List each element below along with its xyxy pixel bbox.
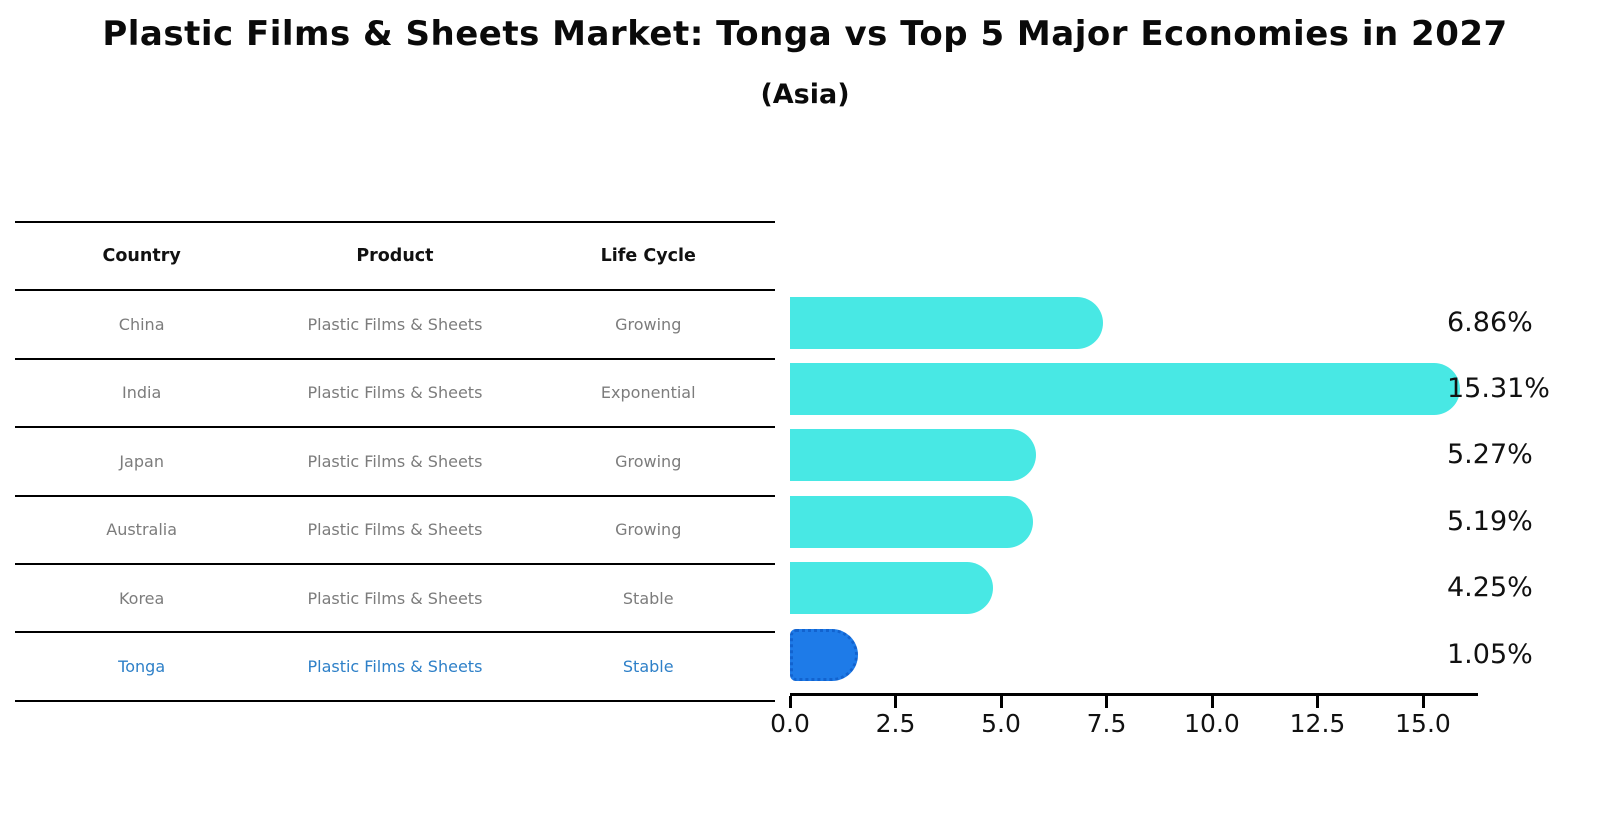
bar: [790, 562, 994, 615]
x-axis-tick: [1316, 696, 1319, 708]
table-row: China Plastic Films & Sheets Growing: [15, 291, 775, 360]
life-cycle-cell: Stable: [622, 588, 674, 608]
x-axis-line: [790, 693, 1478, 696]
table-row: Tonga Plastic Films & Sheets Stable: [15, 633, 775, 702]
chart-title: Plastic Films & Sheets Market: Tonga vs …: [102, 14, 1508, 54]
x-axis-tick-label: 2.5: [875, 709, 916, 738]
bar-value-label: 5.27%: [1447, 439, 1533, 471]
life-cycle-cell: Growing: [615, 520, 682, 540]
bar: [790, 296, 1104, 349]
x-axis-tick-label: 7.5: [1086, 709, 1127, 738]
life-cycle-cell: Stable: [622, 657, 674, 677]
x-axis-tick-label: 0.0: [770, 709, 810, 738]
country-cell: Australia: [106, 520, 178, 540]
x-axis-tick: [1421, 696, 1425, 708]
bar: [790, 495, 1034, 548]
x-axis-tick-label: 10.0: [1184, 709, 1240, 738]
country-cell: China: [118, 315, 165, 335]
table-row: India Plastic Films & Sheets Exponential: [15, 360, 775, 429]
x-axis-tick-label: 15.0: [1395, 709, 1451, 738]
x-axis-tick-label: 12.5: [1289, 709, 1346, 738]
bar-value-label: 15.31%: [1447, 373, 1550, 405]
bar-value-label: 6.86%: [1447, 306, 1533, 338]
bar-value-label: 1.05%: [1447, 638, 1533, 670]
x-axis-tick-label: 5.0: [981, 709, 1021, 738]
table-row: Korea Plastic Films & Sheets Stable: [15, 565, 775, 634]
country-cell: Japan: [119, 451, 164, 471]
bar-highlight: [790, 628, 859, 681]
product-cell: Plastic Films & Sheets: [307, 383, 483, 403]
x-axis-tick: [788, 696, 792, 708]
table-header-country: Country: [102, 246, 181, 267]
country-table: Country Product Life Cycle China Plastic …: [15, 221, 775, 702]
bar: [790, 363, 1461, 416]
life-cycle-cell: Growing: [615, 451, 682, 471]
chart-subtitle: (Asia): [760, 79, 850, 110]
bar-value-label: 5.19%: [1447, 505, 1533, 537]
product-cell: Plastic Films & Sheets: [307, 315, 483, 335]
bar: [790, 429, 1037, 482]
table-header-life-cycle: Life Cycle: [600, 246, 696, 267]
x-axis-tick: [1210, 696, 1214, 708]
x-axis-tick: [1105, 696, 1108, 708]
product-cell: Plastic Films & Sheets: [307, 588, 483, 608]
product-cell: Plastic Films & Sheets: [307, 657, 483, 677]
table-row: Japan Plastic Films & Sheets Growing: [15, 428, 775, 497]
country-cell: Tonga: [118, 657, 166, 677]
life-cycle-cell: Exponential: [600, 383, 696, 403]
table-header-product: Product: [356, 246, 434, 267]
product-cell: Plastic Films & Sheets: [307, 451, 483, 471]
table-row: Australia Plastic Films & Sheets Growing: [15, 497, 775, 565]
country-cell: Korea: [118, 588, 165, 608]
life-cycle-cell: Growing: [615, 315, 682, 335]
product-cell: Plastic Films & Sheets: [307, 520, 483, 540]
table-header-row: Country Product Life Cycle: [15, 223, 775, 292]
bar-value-label: 4.25%: [1447, 572, 1533, 604]
x-axis-tick: [999, 696, 1003, 708]
country-cell: India: [122, 383, 162, 403]
x-axis-tick: [894, 696, 897, 708]
